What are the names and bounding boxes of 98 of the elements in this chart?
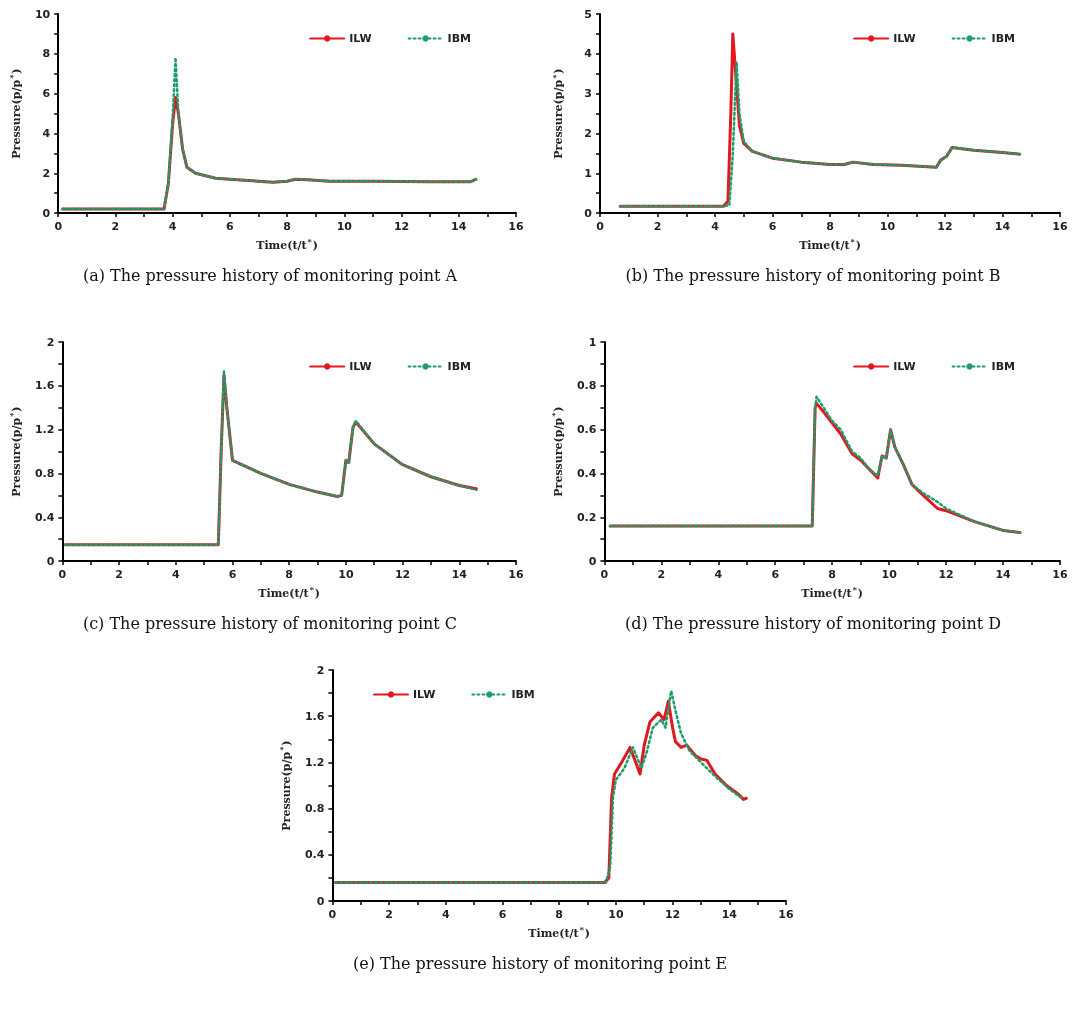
- x-tick-label: 12: [664, 908, 681, 922]
- legend-label: IBM: [447, 360, 472, 373]
- y-tick-label: 1.6: [34, 379, 55, 393]
- y-tick-label: 1.6: [304, 709, 325, 723]
- x-tick-label: 2: [115, 568, 123, 582]
- legend-label: IBM: [991, 360, 1016, 373]
- y-tick-label: 0.2: [576, 510, 597, 524]
- x-tick-label: 2: [111, 220, 120, 234]
- x-tick-label: 16: [1052, 568, 1068, 582]
- x-tick-label: 2: [653, 220, 662, 234]
- x-tick-label: 8: [828, 568, 837, 582]
- y-tick-label: 4: [584, 47, 593, 61]
- x-tick-label: 16: [778, 908, 794, 922]
- x-axis-title: Time(t/t*): [256, 236, 318, 252]
- x-tick-label: 12: [937, 220, 953, 234]
- y-axis-title: Pressure(p/p*): [7, 68, 23, 159]
- y-axis-title: Pressure(p/p*): [549, 68, 565, 159]
- y-tick-label: 0.8: [34, 466, 55, 480]
- x-tick-label: 4: [441, 908, 450, 922]
- x-tick-label: 6: [498, 908, 507, 922]
- y-tick-label: 3: [584, 87, 592, 101]
- x-tick-label: 14: [995, 568, 1012, 582]
- x-tick-label: 10: [879, 220, 896, 234]
- x-tick-label: 0: [600, 568, 609, 582]
- legend-label: IBM: [511, 688, 535, 701]
- x-tick-label: 6: [771, 568, 780, 582]
- x-tick-label: 10: [338, 568, 354, 582]
- y-tick-label: 0: [588, 554, 597, 568]
- y-tick-label: 0: [46, 554, 55, 568]
- y-tick-label: 0.4: [34, 510, 55, 524]
- x-tick-label: 8: [826, 220, 834, 234]
- x-tick-label: 4: [711, 220, 720, 234]
- y-tick-label: 0.6: [576, 423, 597, 437]
- legend-label: ILW: [893, 360, 916, 373]
- x-tick-label: 14: [994, 220, 1011, 234]
- x-tick-label: 8: [285, 568, 294, 582]
- x-tick-label: 16: [1052, 220, 1068, 234]
- x-axis-title: Time(t/t*): [528, 924, 591, 940]
- legend-label: ILW: [893, 32, 916, 45]
- y-tick-label: 0.8: [304, 802, 325, 816]
- x-tick-label: 8: [555, 908, 564, 922]
- text: (b) The pressure history of monitoring point B: [624, 266, 1002, 285]
- y-tick-label: 0.4: [576, 466, 597, 480]
- y-tick-label: 2: [316, 663, 325, 677]
- y-axis-title: Pressure(p/p*): [549, 406, 565, 497]
- y-tick-label: 0.8: [576, 379, 597, 393]
- x-tick-label: 8: [283, 220, 291, 234]
- x-tick-label: 12: [393, 220, 410, 234]
- legend-label: IBM: [991, 32, 1016, 45]
- y-tick-label: 5: [584, 7, 592, 21]
- y-tick-label: 4: [42, 126, 51, 140]
- y-tick-label: 0: [42, 206, 51, 220]
- x-axis-title: Time(t/t*): [801, 584, 864, 600]
- y-tick-label: 0: [316, 894, 325, 908]
- x-axis-title: Time(t/t*): [799, 236, 861, 252]
- x-tick-label: 12: [938, 568, 954, 582]
- y-tick-label: 0: [584, 206, 593, 220]
- x-tick-label: 2: [657, 568, 666, 582]
- y-tick-label: 2: [46, 335, 55, 349]
- y-tick-label: 1: [588, 335, 597, 349]
- legend-label: ILW: [349, 32, 372, 45]
- x-tick-label: 0: [58, 568, 67, 582]
- x-tick-label: 14: [451, 220, 467, 234]
- x-tick-label: 0: [328, 908, 337, 922]
- y-axis-title: Pressure(p/p*): [277, 740, 293, 831]
- y-tick-label: 6: [42, 87, 51, 101]
- y-tick-label: 1.2: [34, 423, 55, 437]
- x-tick-label: 14: [451, 568, 468, 582]
- legend-label: ILW: [349, 360, 372, 373]
- text: (c) The pressure history of monitoring point C: [81, 614, 459, 633]
- text: (a) The pressure history of monitoring point A: [81, 266, 459, 285]
- y-tick-label: 8: [42, 47, 51, 61]
- x-tick-label: 4: [171, 568, 180, 582]
- x-tick-label: 2: [385, 908, 393, 922]
- y-tick-label: 1.2: [304, 755, 325, 769]
- legend-label: IBM: [447, 32, 472, 45]
- x-tick-label: 6: [226, 220, 235, 234]
- x-tick-label: 6: [228, 568, 237, 582]
- x-axis-title: Time(t/t*): [258, 584, 321, 600]
- x-tick-label: 10: [881, 568, 898, 582]
- text: (e) The pressure history of monitoring point E: [351, 954, 729, 973]
- x-tick-label: 4: [168, 220, 177, 234]
- x-tick-label: 16: [508, 220, 524, 234]
- text: (d) The pressure history of monitoring point D: [623, 614, 1003, 633]
- x-tick-label: 12: [394, 568, 411, 582]
- y-tick-label: 10: [34, 7, 51, 21]
- y-tick-label: 2: [42, 166, 51, 180]
- legend-label: ILW: [413, 688, 436, 701]
- x-tick-label: 14: [721, 908, 738, 922]
- x-tick-label: 10: [608, 908, 624, 922]
- x-tick-label: 10: [336, 220, 353, 234]
- x-tick-label: 4: [714, 568, 723, 582]
- x-tick-label: 16: [508, 568, 524, 582]
- x-tick-label: 6: [768, 220, 777, 234]
- y-axis-title: Pressure(p/p*): [7, 406, 23, 497]
- y-tick-label: 2: [584, 126, 592, 140]
- y-tick-label: 1: [584, 166, 592, 180]
- y-tick-label: 0.4: [304, 848, 325, 862]
